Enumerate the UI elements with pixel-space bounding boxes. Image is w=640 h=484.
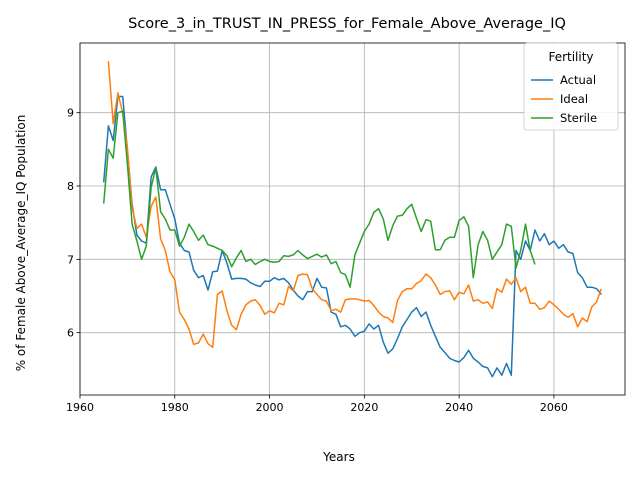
plot-frame bbox=[79, 42, 626, 396]
x-tick-label: 2020 bbox=[350, 401, 378, 414]
legend-box bbox=[523, 42, 619, 131]
y-tick-label: 7 bbox=[67, 253, 74, 266]
tick-layer: 1960 1980 2000 2020 2040 2060 6 7 8 9 bbox=[66, 107, 568, 414]
series-layer bbox=[102, 61, 603, 378]
x-axis-label: Years bbox=[322, 450, 355, 464]
y-tick-label: 9 bbox=[67, 107, 74, 120]
series-line-actual bbox=[102, 95, 602, 378]
legend-label-sterile: Sterile bbox=[560, 111, 597, 125]
legend: Fertility Actual Ideal Sterile bbox=[523, 42, 619, 131]
y-axis-label: % of Female Above_Average_IQ Population bbox=[14, 115, 28, 372]
x-tick-label: 2000 bbox=[256, 401, 284, 414]
series-line-ideal bbox=[107, 61, 603, 349]
y-tick-label: 6 bbox=[67, 327, 74, 340]
legend-entries: Actual Ideal Sterile bbox=[531, 73, 597, 125]
y-tick-label: 8 bbox=[67, 180, 74, 193]
legend-label-actual: Actual bbox=[560, 73, 596, 87]
x-tick-label: 2040 bbox=[445, 401, 473, 414]
legend-title: Fertility bbox=[548, 50, 593, 64]
legend-label-ideal: Ideal bbox=[560, 92, 588, 106]
x-tick-label: 1960 bbox=[66, 401, 94, 414]
x-tick-label: 1980 bbox=[161, 401, 189, 414]
chart-title: Score_3_in_TRUST_IN_PRESS_for_Female_Abo… bbox=[128, 16, 566, 32]
series-line-sterile bbox=[102, 110, 536, 288]
x-tick-label: 2060 bbox=[540, 401, 568, 414]
